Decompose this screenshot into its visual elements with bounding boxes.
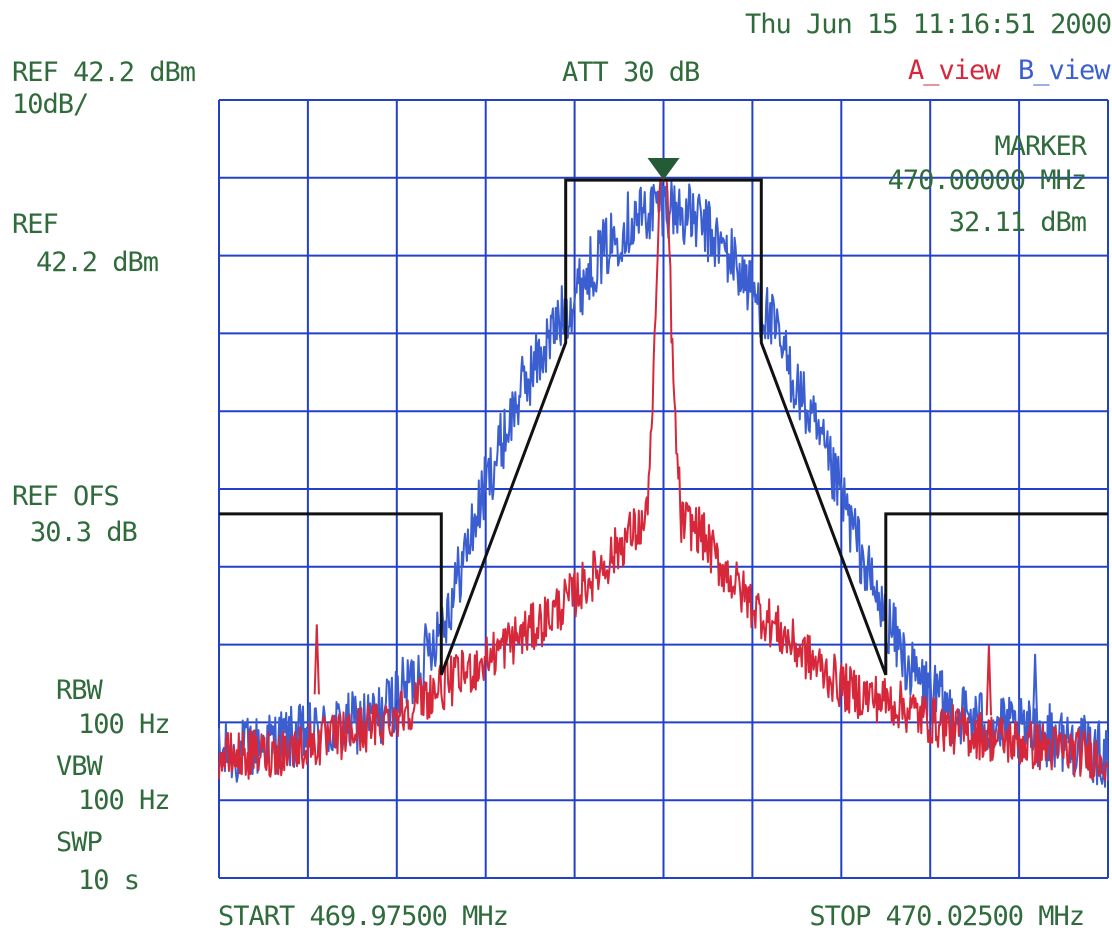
- attenuation-label: ATT 30 dB: [562, 57, 700, 88]
- timestamp-label: Thu Jun 15 11:16:51 2000: [745, 9, 1112, 40]
- marker-level: 32.11 dBm: [948, 207, 1087, 238]
- a-view-label: A_view: [908, 55, 1001, 86]
- ref-value: 42.2 dBm: [36, 247, 159, 278]
- marker-triangle-icon: [647, 158, 680, 180]
- spur-line: [313, 624, 320, 695]
- ref-level-label: REF 42.2 dBm: [12, 57, 196, 88]
- vbw-title: VBW: [56, 751, 103, 782]
- marker-frequency: 470.00000 MHz: [887, 165, 1087, 196]
- marker-group: [647, 158, 680, 180]
- ref-title: REF: [12, 209, 59, 240]
- spur-line: [1031, 653, 1039, 724]
- vbw-value: 100 Hz: [78, 785, 171, 816]
- ref-offset-title: REF OFS: [12, 481, 120, 512]
- rbw-title: RBW: [56, 675, 103, 706]
- mask-limit-line: [219, 178, 1108, 676]
- marker-title: MARKER: [994, 131, 1087, 162]
- scale-label: 10dB/: [12, 89, 89, 120]
- stop-frequency-label: STOP 470.02500 MHz: [809, 901, 1085, 932]
- sweep-value: 10 s: [78, 865, 140, 896]
- spur-line: [985, 645, 993, 716]
- sweep-title: SWP: [56, 827, 103, 858]
- ref-offset-value: 30.3 dB: [30, 517, 138, 548]
- rbw-value: 100 Hz: [78, 709, 171, 740]
- start-frequency-label: START 469.97500 MHz: [218, 901, 509, 932]
- b-view-label: B_view: [1018, 55, 1111, 86]
